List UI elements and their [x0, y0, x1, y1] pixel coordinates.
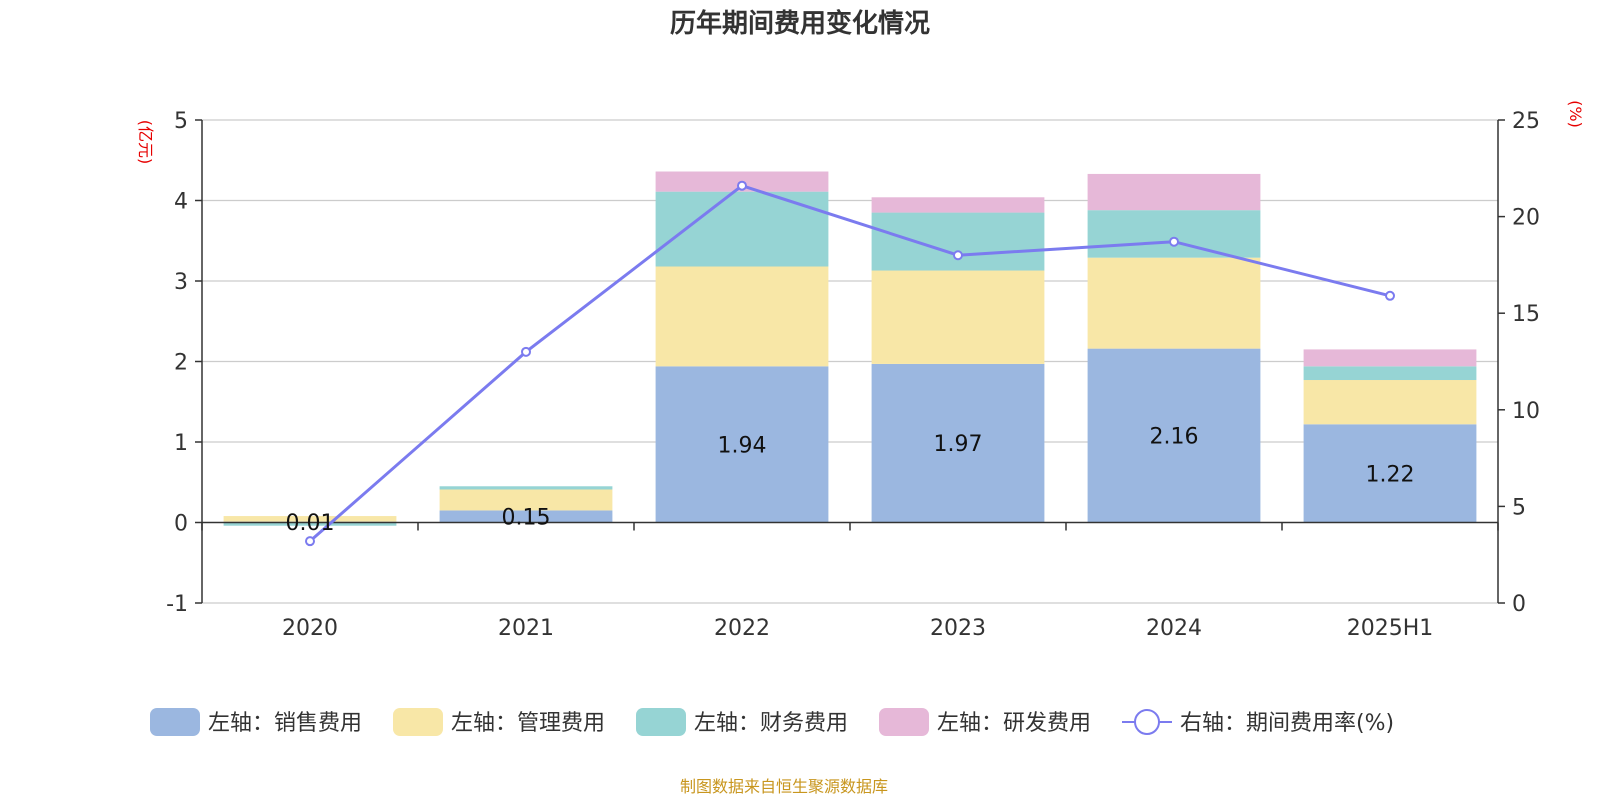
- left-axis-tick-label: 3: [174, 270, 188, 295]
- right-axis-tick-label: 15: [1512, 302, 1540, 327]
- bar-segment: [1087, 173, 1261, 211]
- data-label: 0.01: [286, 511, 335, 536]
- left-axis-tick-label: 2: [174, 351, 188, 376]
- bar-segment: [1087, 210, 1261, 258]
- x-axis-tick-label: 2024: [1146, 616, 1202, 641]
- left-axis-tick-label: 4: [174, 190, 188, 215]
- x-axis-tick-label: 2025H1: [1347, 616, 1434, 641]
- rate-point: [521, 346, 531, 357]
- bar-segment: [223, 522, 397, 526]
- bar-segment: [871, 197, 1045, 213]
- bar-segment: [1087, 348, 1261, 523]
- bar-segment: [1087, 257, 1261, 349]
- data-label: 1.94: [718, 433, 767, 458]
- left-axis-tick-label: -1: [166, 592, 188, 617]
- right-axis-tick-label: 5: [1512, 495, 1526, 520]
- axes: -1 0 1 2 3 4 5 0 5 10 15 20 25 2020 2021 2022 2023 2024 20…: [166, 109, 1540, 641]
- legend-label: 左轴：管理费用: [451, 711, 605, 736]
- rate-point: [737, 180, 747, 191]
- bar-segment: [871, 212, 1045, 271]
- source-note: 制图数据来自恒生聚源数据库: [680, 777, 888, 796]
- legend-label: 左轴：研发费用: [937, 711, 1091, 736]
- chart-title: 历年期间费用变化情况: [670, 8, 930, 39]
- right-axis-tick-label: 20: [1512, 206, 1540, 231]
- bar-segment: [439, 510, 613, 523]
- legend-swatch: [150, 708, 200, 736]
- data-label: 1.97: [934, 432, 983, 457]
- legend-swatch: [393, 708, 443, 736]
- bar-segment: [655, 366, 829, 523]
- bar-segment: [223, 516, 397, 522]
- bar-segment: [1303, 349, 1477, 367]
- legend-label: 左轴：销售费用: [208, 711, 362, 736]
- legend-swatch: [636, 708, 686, 736]
- right-axis-tick-label: 10: [1512, 399, 1540, 424]
- right-axis-unit: (%): [1566, 100, 1585, 128]
- rate-point: [1385, 290, 1395, 301]
- right-axis-tick-label: 0: [1512, 592, 1526, 617]
- bar-segment: [1303, 380, 1477, 425]
- right-axis-tick-label: 25: [1512, 109, 1540, 134]
- x-axis-tick-label: 2023: [930, 616, 986, 641]
- left-axis-unit: (亿元): [136, 120, 155, 165]
- left-axis-tick-label: 5: [174, 109, 188, 134]
- rate-line-path: [309, 184, 1391, 543]
- legend-label: 右轴：期间费用率(%): [1180, 711, 1394, 736]
- left-axis-tick-label: 1: [174, 431, 188, 456]
- legend-label: 左轴：财务费用: [694, 711, 848, 736]
- data-label: 0.15: [502, 505, 551, 530]
- rate-point: [305, 536, 315, 547]
- bar-segment: [871, 270, 1045, 364]
- bar-segment: [1303, 424, 1477, 523]
- x-axis-tick-label: 2021: [498, 616, 554, 641]
- left-axis-tick-label: 0: [174, 512, 188, 537]
- legend: 左轴：销售费用 左轴：管理费用 左轴：财务费用 左轴：研发费用 右轴：期间费用率(%): [150, 708, 1394, 736]
- data-label: 2.16: [1150, 425, 1199, 450]
- gridlines: [202, 119, 1498, 604]
- bar-segment: [439, 489, 613, 511]
- data-labels: 0.01 0.15 1.94 1.97 2.16 1.22: [286, 425, 1415, 537]
- bar-segment: [1303, 366, 1477, 381]
- x-axis-tick-label: 2022: [714, 616, 770, 641]
- legend-marker: [1134, 709, 1160, 735]
- rate-point: [1169, 236, 1179, 247]
- data-label: 1.22: [1366, 462, 1415, 487]
- bar-segment: [655, 191, 829, 267]
- bars: [223, 171, 1477, 526]
- bar-segment: [439, 486, 613, 490]
- legend-swatch: [879, 708, 929, 736]
- bar-segment: [655, 266, 829, 367]
- rate-point: [953, 250, 963, 261]
- x-axis-tick-label: 2020: [282, 616, 338, 641]
- rate-line: [305, 180, 1395, 547]
- bar-segment: [871, 363, 1045, 523]
